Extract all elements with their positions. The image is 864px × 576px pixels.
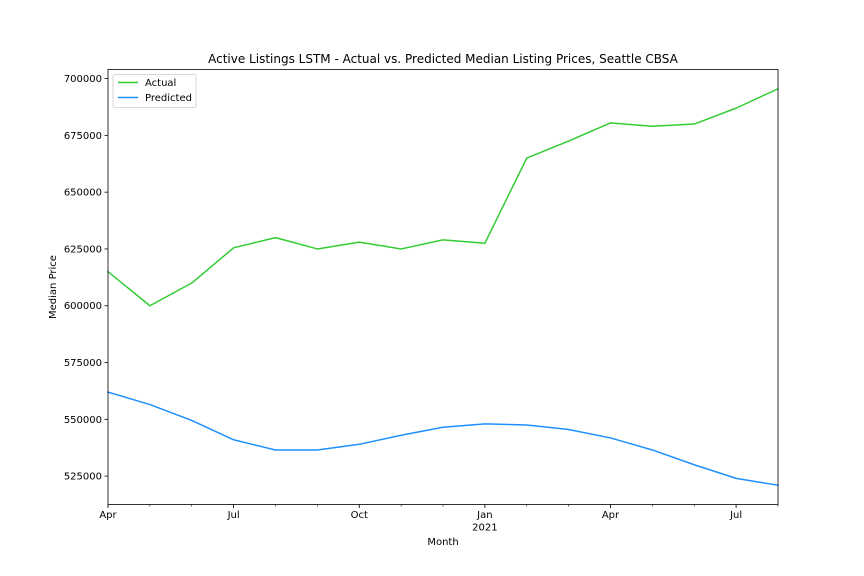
series-line-predicted: [107, 391, 779, 487]
y-tick-label: 575000: [64, 358, 102, 369]
y-tick-label: 525000: [64, 472, 102, 483]
x-tick-label: Oct: [351, 510, 368, 521]
series-layer: [106, 87, 779, 487]
legend-label-actual: Actual: [145, 78, 176, 89]
x-tick-sublabel: 2021: [472, 523, 497, 534]
y-tick-label: 675000: [64, 131, 102, 142]
x-tick-label: Jul: [227, 510, 240, 521]
legend-label-predicted: Predicted: [145, 93, 192, 104]
y-axis-label: Median Price: [48, 255, 59, 319]
x-tick-label: Apr: [99, 510, 117, 521]
y-tick-label: 550000: [64, 415, 102, 426]
y-tick-label: 625000: [64, 244, 102, 255]
x-axis-label: Month: [427, 537, 458, 548]
x-tick-label: Apr: [602, 510, 620, 521]
plot-frame: [107, 69, 779, 505]
y-tick-label: 600000: [64, 301, 102, 312]
series-line-actual: [106, 87, 779, 307]
ticks-layer: 525000 550000 575000 600000 625000 650000 6750…: [64, 74, 779, 534]
x-tick-label: Jul: [729, 510, 742, 521]
y-tick-label: 700000: [64, 74, 102, 85]
x-tick-label: Jan: [476, 510, 492, 521]
chart-title: Active Listings LSTM - Actual vs. Predic…: [208, 52, 679, 66]
legend: Actual Predicted: [112, 74, 197, 108]
y-tick-label: 650000: [64, 188, 102, 199]
